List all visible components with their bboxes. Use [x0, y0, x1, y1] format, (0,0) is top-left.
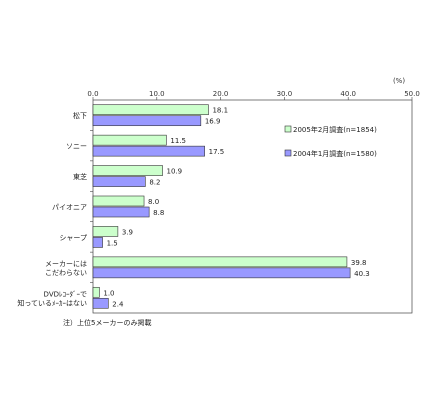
x-tick-label: 0.0 — [87, 90, 98, 98]
bar-value-label: 10.9 — [167, 168, 183, 176]
bar — [92, 115, 202, 127]
footnote: 注）上位5メーカーのみ掲載 — [63, 319, 152, 327]
category-label: ソニー — [66, 143, 87, 151]
bar-value-label: 1.0 — [103, 289, 114, 297]
bar-value-label: 39.8 — [351, 259, 367, 267]
x-axis: 0.0 10.0 20.0 30.0 40.0 50.0 — [87, 90, 420, 100]
category-label: シャープ — [59, 234, 87, 242]
category-label: パイオニア — [52, 204, 87, 212]
legend-label: 2005年2月調査(n=1854) — [293, 125, 377, 134]
bar — [92, 256, 348, 268]
bar — [92, 297, 109, 309]
category-label: 松下 — [73, 111, 87, 120]
legend-label: 2004年1月調査(n=1580) — [293, 149, 377, 158]
x-tick-label: 20.0 — [213, 90, 229, 98]
category-label: 東芝 — [73, 172, 87, 181]
bar-value-label: 17.5 — [209, 148, 225, 156]
x-tick-label: 30.0 — [277, 90, 293, 98]
legend: 2005年2月調査(n=1854) 2004年1月調査(n=1580) — [284, 125, 377, 158]
bar-value-label: 8.0 — [148, 198, 159, 206]
bar-value-label: 8.8 — [153, 209, 164, 217]
bar-value-label: 11.5 — [170, 137, 186, 145]
bar — [92, 165, 163, 176]
bar — [92, 195, 145, 207]
plot-area: 松下 18.1 16.9 ソニー 11.5 17.5 東芝 10.9 8.2 パイオニア 8.0 8.… — [17, 99, 413, 314]
bar — [92, 226, 119, 237]
bar-value-label: 16.9 — [205, 118, 221, 126]
plot-frame — [92, 99, 413, 314]
bar — [92, 237, 103, 248]
category-label: DVDﾚｺｰﾀﾞｰで — [44, 290, 87, 298]
bar — [92, 176, 146, 187]
bar-value-label: 8.2 — [149, 179, 160, 187]
bar — [92, 104, 209, 116]
bar — [92, 134, 167, 146]
category-label: 知っているﾒｰｶｰはない — [17, 298, 87, 307]
category-label: メーカーには — [45, 260, 87, 268]
legend-swatch — [284, 125, 292, 133]
bar-value-label: 2.4 — [112, 300, 124, 308]
x-tick-label: 50.0 — [404, 90, 420, 98]
bar-value-label: 40.3 — [354, 270, 370, 278]
bar — [92, 286, 100, 298]
bar — [92, 267, 351, 279]
category-label: こだわらない — [45, 269, 87, 277]
unit-label: (%) — [393, 77, 405, 85]
x-tick-label: 10.0 — [149, 90, 165, 98]
bar — [92, 206, 150, 218]
x-tick-label: 40.0 — [340, 90, 356, 98]
bar-value-label: 3.9 — [122, 228, 133, 236]
bar-value-label: 18.1 — [212, 107, 228, 115]
bar-value-label: 1.5 — [107, 239, 118, 247]
legend-swatch — [284, 149, 292, 157]
bar — [92, 145, 205, 157]
